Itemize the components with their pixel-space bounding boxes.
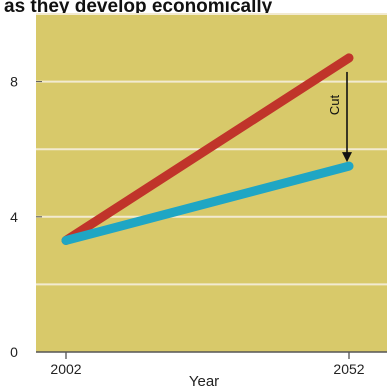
cut-arrow-head [342,152,352,163]
y-tick-labels: 0 4 8 [10,74,42,360]
x-tick-label: 2052 [333,361,364,377]
x-ticks: 2002 2052 [50,352,365,377]
series-line-1 [61,53,354,245]
x-tick-label: 2002 [50,361,81,377]
cut-annotation: Cut [327,71,352,163]
chart-title: as they develop economically [4,0,273,17]
series-lines [61,53,354,245]
y-tick-label: 0 [10,344,18,360]
cut-label: Cut [327,95,342,116]
y-tick-label: 4 [10,209,18,225]
series-line-2 [61,161,354,245]
y-tick-label: 8 [10,74,18,90]
x-axis-label: Year [189,373,219,389]
